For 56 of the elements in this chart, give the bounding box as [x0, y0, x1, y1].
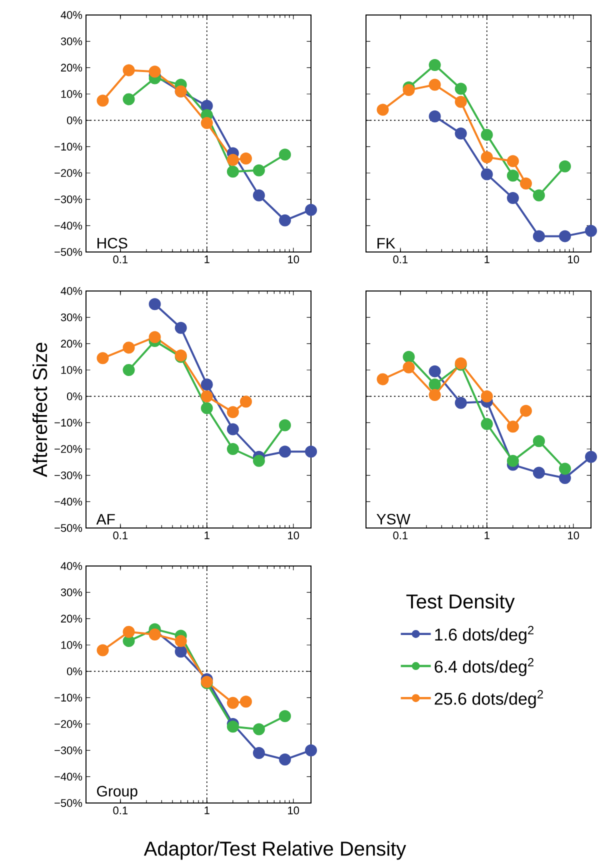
y-tick-label: −10% [54, 142, 82, 151]
x-tick-label: 10 [568, 256, 580, 264]
x-tick-label: 10 [568, 532, 580, 540]
y-tick-label: 10% [61, 90, 82, 98]
text: AF [96, 514, 115, 524]
x-tick-label: 10 [288, 806, 300, 814]
y-tick-label: −30% [54, 746, 82, 754]
y-tick-label: 0% [66, 116, 82, 124]
y-axis-title: Aftereffect Size [32, 342, 48, 478]
x-tick-label: 1 [204, 806, 210, 814]
x-tick-label: 1 [204, 532, 210, 540]
y-tick-label: −40% [54, 222, 82, 230]
y-tick-label: 10% [61, 641, 82, 649]
x-tick-label: 1 [484, 256, 490, 264]
y-tick-label: 40% [60, 11, 82, 19]
y-tick-label: −10% [54, 694, 82, 702]
y-tick-label: −50% [54, 799, 82, 807]
x-tick-label: 1 [484, 532, 490, 540]
y-tick-label: 0% [66, 667, 82, 676]
x-tick-label: 0.1 [393, 256, 408, 264]
legend-label: 25.6 dots/deg$^{2}$ [434, 690, 543, 708]
y-tick-label: −30% [54, 471, 82, 480]
y-tick-label: −20% [54, 445, 82, 453]
x-tick-label: 0.1 [113, 532, 128, 540]
x-tick-label: 0.1 [113, 256, 128, 264]
y-tick-label: 30% [60, 588, 82, 596]
y-tick-label: 20% [61, 614, 82, 623]
y-tick-label: −30% [54, 195, 82, 204]
legend-title: Test Density [406, 594, 515, 613]
y-tick-label: −50% [54, 524, 82, 532]
y-tick-label: 20% [61, 64, 82, 72]
x-tick-label: 0.1 [393, 532, 408, 540]
x-tick-label: 10 [288, 256, 300, 264]
y-tick-label: 30% [60, 313, 82, 322]
y-tick-label: 30% [60, 37, 82, 46]
x-tick-label: 0.1 [113, 806, 128, 814]
y-tick-label: 10% [61, 366, 82, 374]
y-tick-label: −20% [54, 720, 82, 728]
legend-label: 6.4 dots/deg$^{2}$ [434, 658, 534, 676]
y-tick-label: −20% [54, 169, 82, 177]
text: HCS [98, 238, 128, 248]
y-tick-label: 0% [66, 392, 82, 400]
y-tick-label: 40% [60, 287, 82, 295]
x-axis-title: Adaptor/Test Relative Density [144, 841, 406, 860]
x-tick-label: 1 [204, 256, 210, 264]
y-tick-label: −40% [54, 498, 82, 506]
y-tick-label: −50% [54, 248, 82, 256]
text: Group [97, 786, 138, 800]
x-tick-label: 10 [288, 532, 300, 540]
y-tick-label: −40% [54, 772, 82, 781]
text: FK [378, 238, 396, 248]
y-tick-label: 40% [60, 562, 82, 570]
y-tick-label: 20% [61, 340, 82, 348]
text: YSW [376, 514, 410, 524]
legend-label: 1.6 dots/deg$^{2}$ [435, 626, 534, 644]
y-tick-label: −10% [54, 418, 82, 427]
